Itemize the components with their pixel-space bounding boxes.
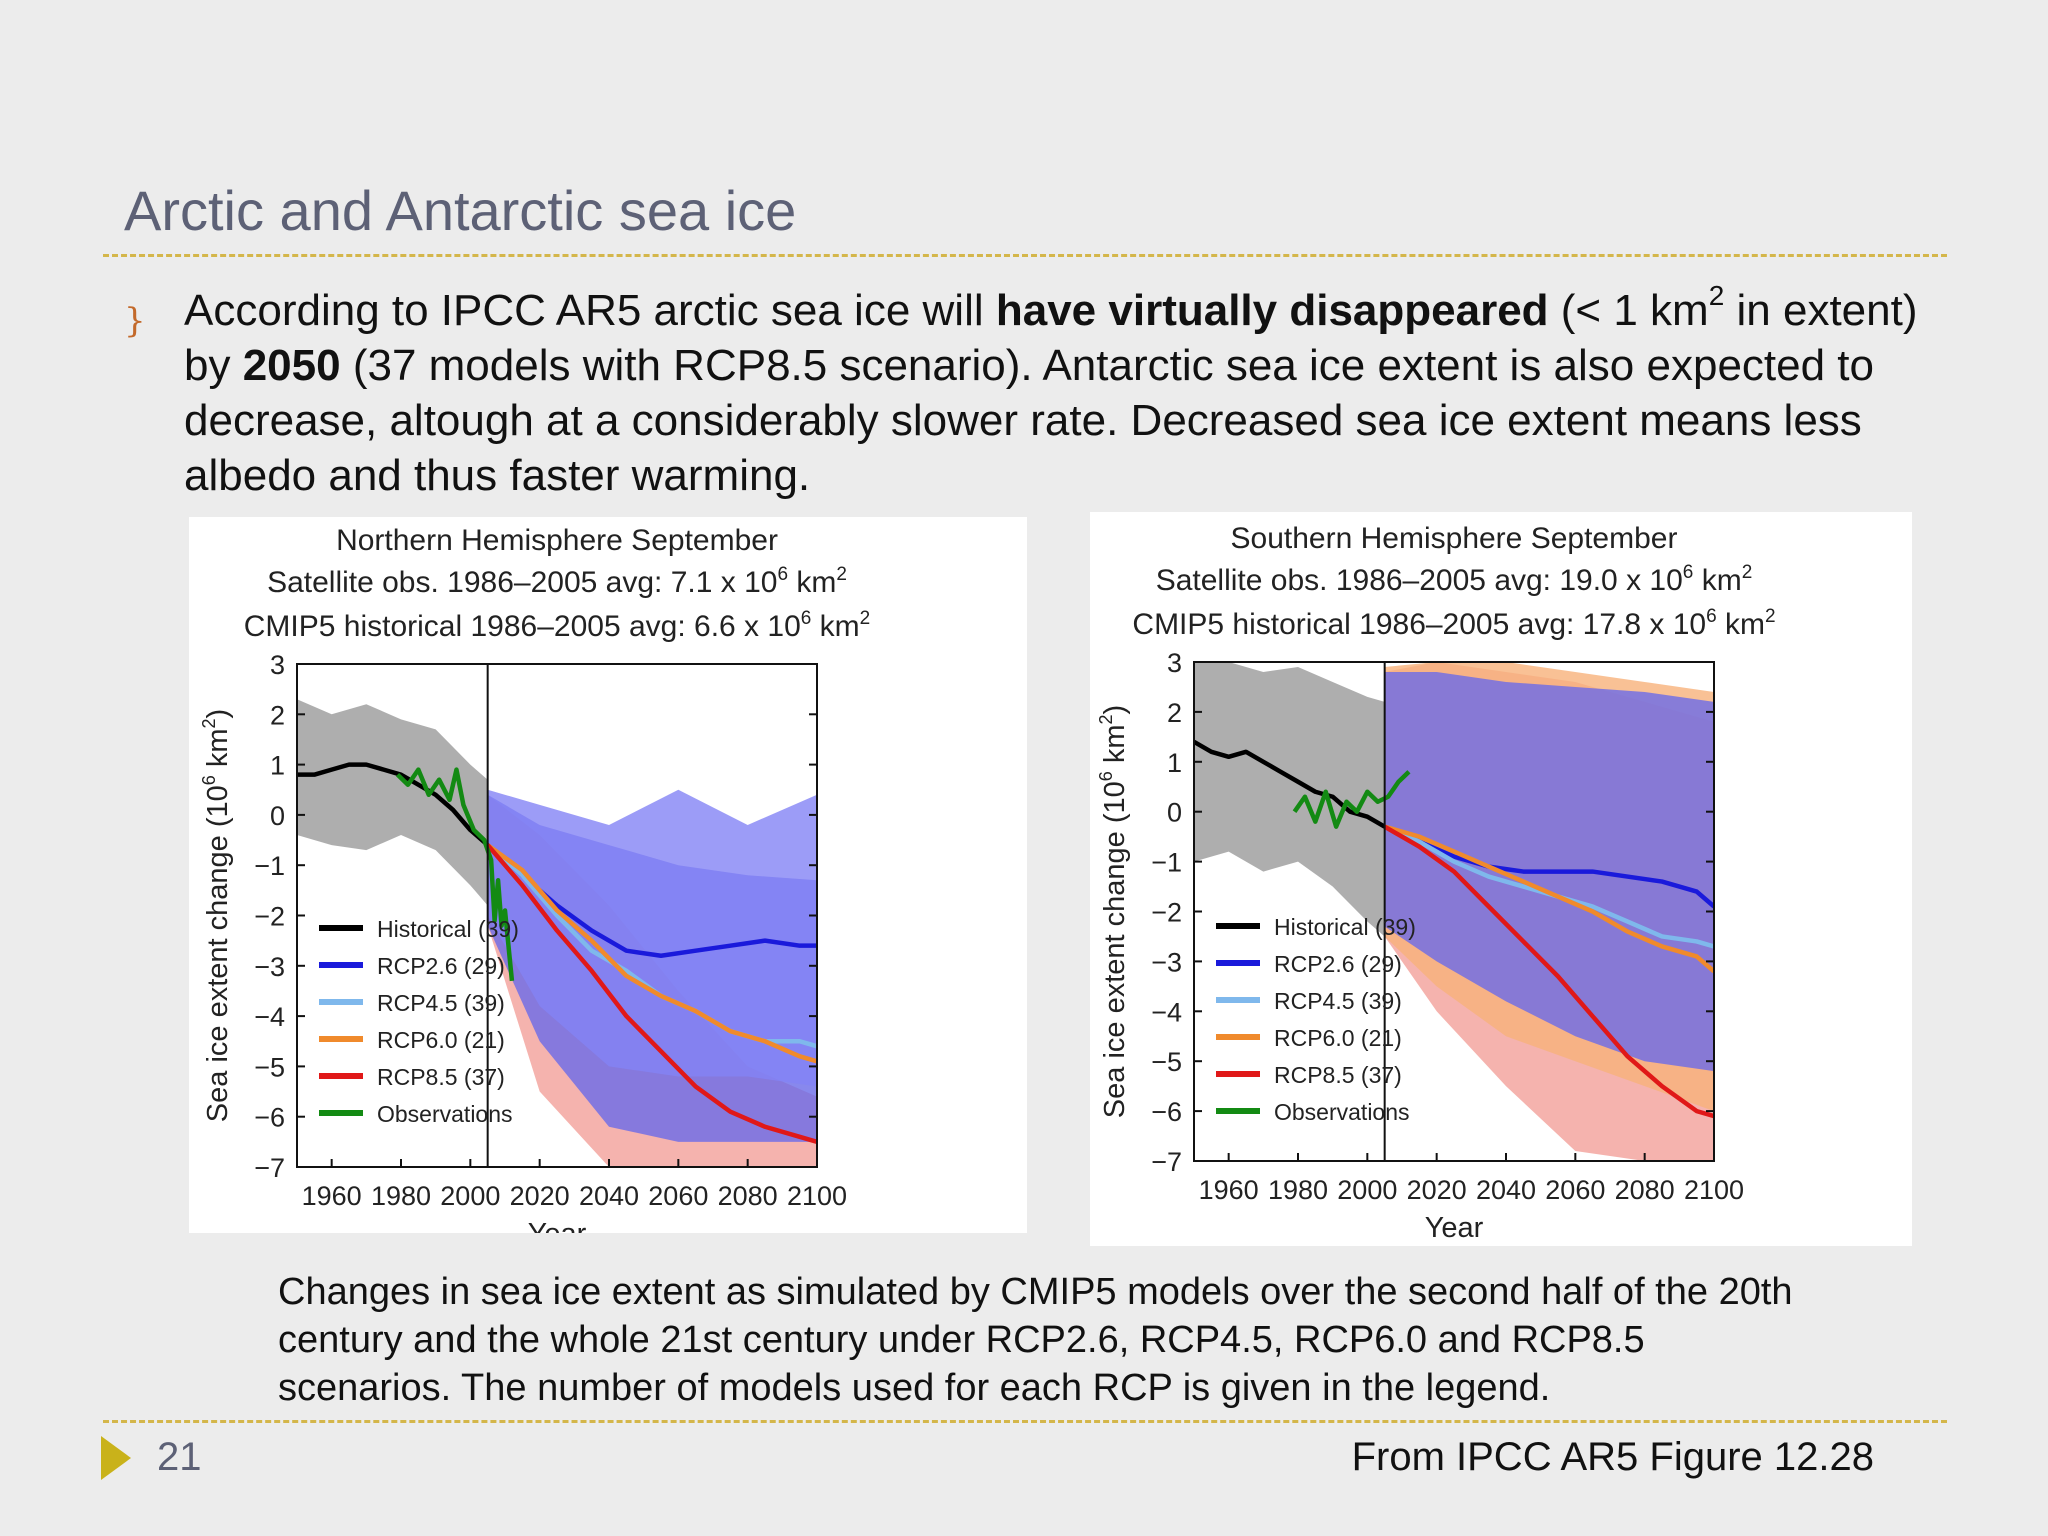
y-axis-label-text: Sea ice extent change (106 km2) [199,709,234,1122]
para-bold-2: 2050 [242,341,341,390]
y-tick-label: 2 [1167,698,1182,728]
y-tick-label: −6 [254,1103,285,1133]
x-tick-label: 2040 [1476,1175,1536,1205]
para-text-2: (< 1 km [1548,286,1709,335]
para-bold-1: have virtually disappeared [995,286,1549,335]
legend-label: Observations [377,1101,513,1127]
y-tick-label: −7 [1151,1147,1182,1177]
x-tick-label: 1980 [1268,1175,1328,1205]
legend-label: RCP2.6 (29) [1274,951,1402,977]
para-sup: 2 [1708,280,1725,312]
x-tick-label: 1960 [302,1181,362,1211]
footer-divider [103,1420,1947,1423]
band-historical [1194,662,1385,937]
page-number: 21 [157,1435,202,1479]
legend-label: RCP4.5 (39) [1274,988,1402,1014]
chart-title: Southern Hemisphere September [1231,522,1678,555]
series-rcp85 [485,843,817,1145]
y-axis-label-text: Sea ice extent change (106 km2) [1096,705,1131,1118]
x-tick-label: 2000 [440,1181,500,1211]
chart-title: Northern Hemisphere September [336,524,778,557]
chart-subtitle: CMIP5 historical 1986–2005 avg: 17.8 x 1… [1132,606,1775,641]
series-rcp60 [486,843,817,1064]
legend-label: Historical (39) [1274,914,1416,940]
chart-south: Southern Hemisphere September Satellite o… [1096,522,1776,1244]
y-tick-label: 2 [270,700,285,730]
legend-label: RCP4.5 (39) [377,990,505,1016]
figure-caption: Changes in sea ice extent as simulated b… [278,1271,1793,1409]
y-tick-label: −2 [1151,898,1182,928]
y-tick-label: −3 [1151,947,1182,977]
series-rcp85 [1383,824,1714,1119]
band-historical [297,699,488,906]
band-rcp26 [487,789,817,1087]
y-tick-label: −4 [1151,997,1182,1027]
y-tick-label: −5 [1151,1047,1182,1077]
para-text-1: According to IPCC AR5 arctic sea ice wil… [184,286,996,335]
legend-label: Historical (39) [377,916,519,942]
x-tick-label: 2020 [510,1181,570,1211]
x-tick-label: 2100 [1684,1175,1744,1205]
x-tick-label: 2020 [1407,1175,1467,1205]
plot-area [1194,662,1714,1161]
y-axis-label: Sea ice extent change (106 km2) [1096,705,1131,1118]
x-tick-label: 2000 [1337,1175,1397,1205]
y-tick-label: −3 [254,952,285,982]
y-tick-label: 3 [1167,648,1182,678]
x-tick-label: 1980 [371,1181,431,1211]
chart-subtitle: Satellite obs. 1986–2005 avg: 19.0 x 106… [1156,562,1753,597]
series-rcp26 [1383,824,1714,909]
x-tick-label: 2080 [718,1181,778,1211]
title-divider [103,254,1947,257]
series-observations [1292,770,1411,829]
source-note: From IPCC AR5 Figure 12.28 [1351,1435,1874,1479]
y-axis-label: Sea ice extent change (106 km2) [199,709,234,1122]
x-axis-label: Year [528,1218,587,1233]
legend-label: RCP2.6 (29) [377,953,505,979]
footer-triangle-icon [101,1436,131,1480]
x-axis-label: Year [1425,1212,1484,1244]
series-historical [1194,739,1386,829]
y-tick-label: −4 [254,1002,285,1032]
x-tick-label: 1960 [1199,1175,1259,1205]
series-historical [297,762,490,847]
y-tick-label: −7 [254,1153,285,1183]
legend-label: RCP6.0 (21) [377,1027,505,1053]
chart-subtitle: CMIP5 historical 1986–2005 avg: 6.6 x 10… [244,608,871,643]
legend-label: Observations [1274,1099,1410,1125]
para-text-3: in extent) by [184,286,1918,390]
body-paragraph: According to IPCC AR5 arctic sea ice wil… [184,280,1944,503]
series-observations [395,767,515,982]
y-tick-label: 0 [270,801,285,831]
y-tick-label: −6 [1151,1097,1182,1127]
legend-label: RCP8.5 (37) [377,1064,505,1090]
y-tick-label: −5 [254,1052,285,1082]
plot-area [297,699,817,1167]
x-tick-label: 2100 [787,1181,847,1211]
series-rcp60 [1384,824,1714,974]
y-tick-label: −1 [254,851,285,881]
legend-label: RCP8.5 (37) [1274,1062,1402,1088]
bullet-icon: } [124,301,146,341]
legend-label: RCP6.0 (21) [1274,1025,1402,1051]
y-tick-label: 3 [270,650,285,680]
x-tick-label: 2080 [1615,1175,1675,1205]
y-tick-label: −1 [1151,848,1182,878]
y-tick-label: 0 [1167,798,1182,828]
chart-panel-north: Northern Hemisphere September Satellite o… [189,517,1027,1233]
y-tick-label: −2 [254,902,285,932]
chart-north: Northern Hemisphere September Satellite o… [199,524,871,1233]
y-tick-label: 1 [270,751,285,781]
y-tick-label: 1 [1167,748,1182,778]
chart-panel-south: Southern Hemisphere September Satellite o… [1090,512,1912,1246]
chart-subtitle: Satellite obs. 1986–2005 avg: 7.1 x 106 … [267,564,847,599]
para-text-4: (37 models with RCP8.5 scenario). Antarc… [184,341,1874,500]
x-tick-label: 2060 [1545,1175,1605,1205]
x-tick-label: 2040 [579,1181,639,1211]
x-tick-label: 2060 [648,1181,708,1211]
slide-title: Arctic and Antarctic sea ice [124,179,797,242]
